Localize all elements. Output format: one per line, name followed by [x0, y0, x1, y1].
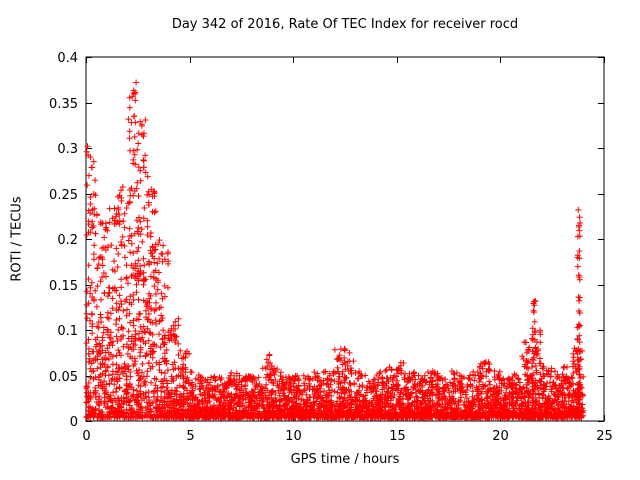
y-tick-label: 0.3	[57, 142, 78, 157]
y-tick-label: 0	[70, 415, 78, 430]
y-tick-label: 0.1	[57, 324, 78, 339]
x-tick-label: 10	[285, 429, 302, 444]
data-points	[83, 79, 587, 421]
y-tick-label: 0.2	[57, 233, 78, 248]
y-tick-label: 0.05	[49, 370, 78, 385]
y-tick-label: 0.15	[49, 279, 78, 294]
x-tick-label: 20	[492, 429, 509, 444]
x-tick-label: 15	[389, 429, 406, 444]
x-tick-label: 0	[82, 429, 90, 444]
x-axis-label: GPS time / hours	[290, 452, 400, 467]
y-tick-label: 0.25	[49, 188, 78, 203]
y-tick-label: 0.4	[57, 51, 78, 66]
y-axis-label: ROTI / TECUs	[9, 196, 25, 282]
x-tick-label: 5	[186, 429, 194, 444]
y-tick-label: 0.35	[49, 97, 78, 112]
x-tick-label: 25	[596, 429, 613, 444]
chart-title: Day 342 of 2016, Rate Of TEC Index for r…	[171, 17, 519, 32]
